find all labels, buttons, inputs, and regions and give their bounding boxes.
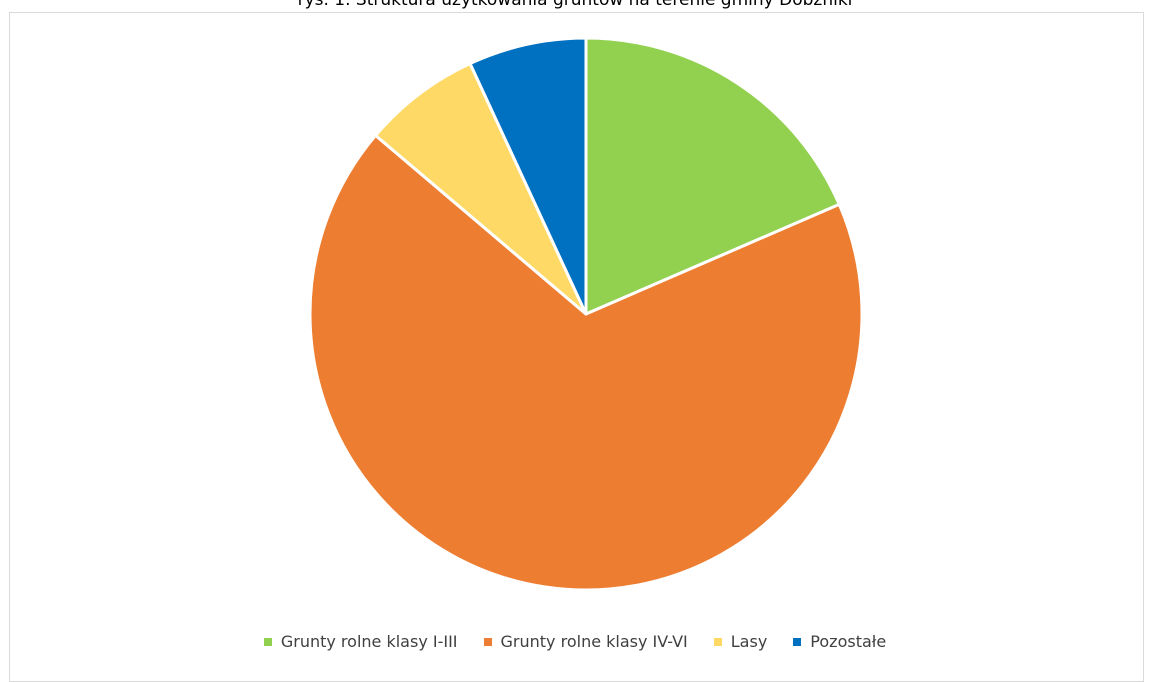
legend-swatch [793,637,802,646]
legend-label: Pozostałe [810,632,887,651]
legend-item-grunty-rolne-klasy-iv-vi: Grunty rolne klasy IV-VI [483,632,688,651]
legend-swatch [713,637,722,646]
chart-caption: rys. 1. Struktura użytkowania gruntów na… [297,0,853,10]
legend-item-lasy: Lasy [713,632,768,651]
chart-legend: Grunty rolne klasy I-III Grunty rolne kla… [0,632,1150,651]
legend-label: Grunty rolne klasy IV-VI [500,632,688,651]
pie-slice-pozostale [468,36,588,316]
legend-label: Grunty rolne klasy I-III [280,632,458,651]
legend-swatch [483,637,492,646]
legend-swatch [263,637,272,646]
legend-item-pozostale: Pozostałe [793,632,886,651]
pie-slice-grunty-rolne-klasy-i-iii [584,36,841,316]
legend-label: Lasy [730,632,768,651]
pie-slice-lasy [374,62,588,316]
legend-item-grunty-rolne-klasy-i-iii: Grunty rolne klasy I-III [263,632,458,651]
pie-slices [308,36,864,592]
pie-slice-grunty-rolne-klasy-iv-vi [308,133,864,592]
